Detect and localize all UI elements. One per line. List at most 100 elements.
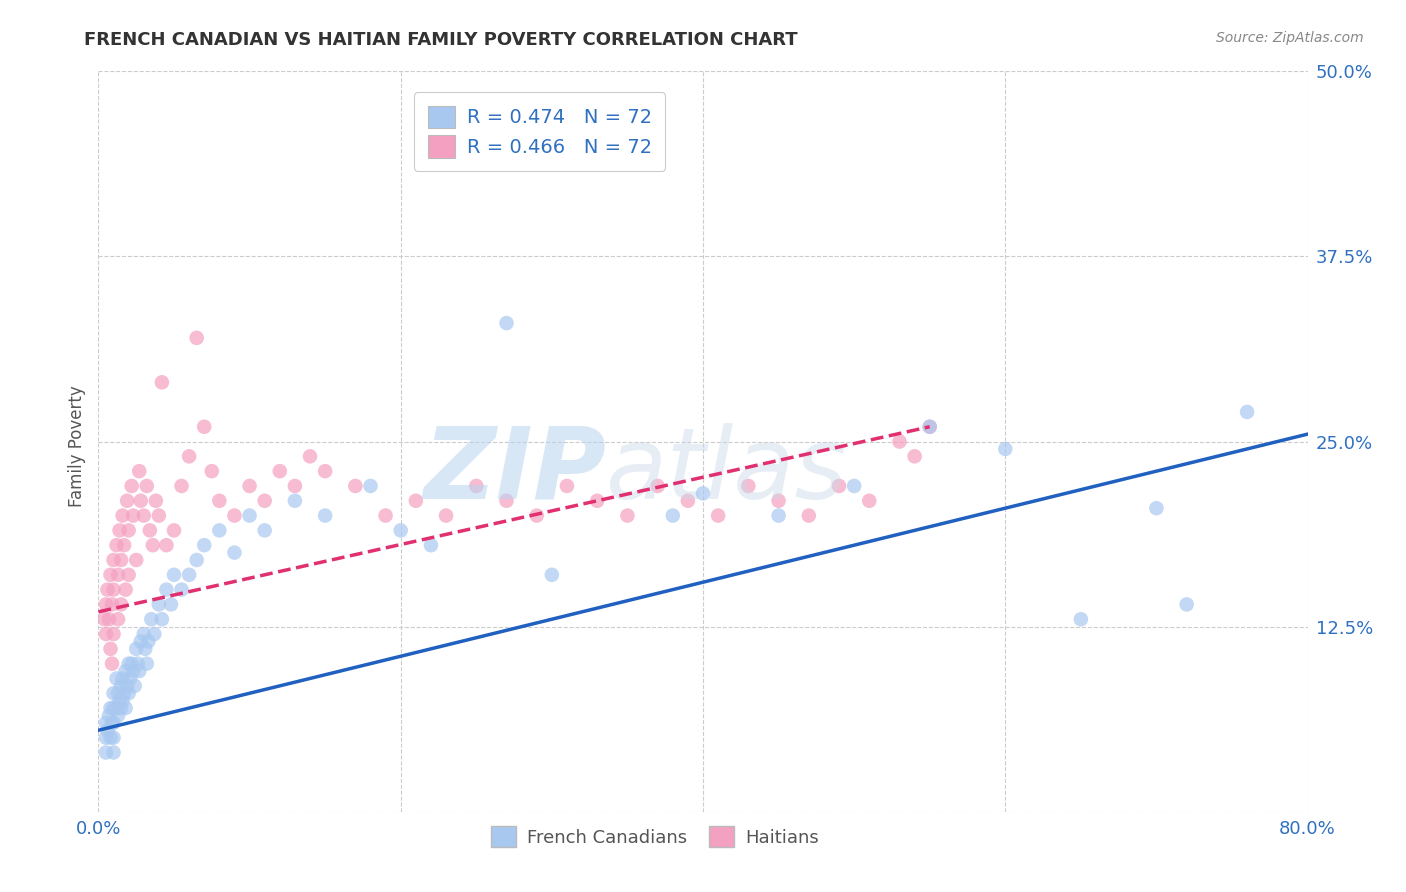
Point <box>132 627 155 641</box>
Point <box>118 686 141 700</box>
Point <box>360 479 382 493</box>
Text: FRENCH CANADIAN VS HAITIAN FAMILY POVERTY CORRELATION CHART: FRENCH CANADIAN VS HAITIAN FAMILY POVERT… <box>84 31 799 49</box>
Point <box>105 672 128 686</box>
Point <box>103 582 125 597</box>
Point <box>284 493 307 508</box>
Point <box>314 464 336 478</box>
Point <box>105 701 128 715</box>
Point <box>111 508 134 523</box>
Point <box>797 508 820 523</box>
Point <box>121 657 143 671</box>
Point <box>148 598 170 612</box>
Point <box>110 598 132 612</box>
Point <box>994 442 1017 456</box>
Point <box>737 479 759 493</box>
Point <box>100 641 122 656</box>
Point <box>128 464 150 478</box>
Point <box>828 479 851 493</box>
Point <box>101 598 124 612</box>
Point <box>1144 501 1167 516</box>
Point <box>118 524 141 538</box>
Point <box>239 479 262 493</box>
Point <box>201 464 224 478</box>
Point <box>1175 598 1198 612</box>
Point <box>616 508 638 523</box>
Point <box>389 524 412 538</box>
Point <box>114 701 136 715</box>
Point <box>125 553 148 567</box>
Point <box>108 524 131 538</box>
Point <box>1236 405 1258 419</box>
Point <box>676 493 699 508</box>
Point <box>692 486 714 500</box>
Point <box>129 634 152 648</box>
Point <box>420 538 443 552</box>
Point <box>114 582 136 597</box>
Point <box>107 686 129 700</box>
Point <box>405 493 427 508</box>
Point <box>112 538 135 552</box>
Point <box>139 524 162 538</box>
Point <box>107 708 129 723</box>
Point <box>115 493 138 508</box>
Point <box>115 679 138 693</box>
Point <box>132 508 155 523</box>
Point <box>135 657 157 671</box>
Point <box>143 627 166 641</box>
Point <box>96 723 118 738</box>
Point <box>101 657 124 671</box>
Point <box>114 664 136 678</box>
Point <box>768 508 790 523</box>
Point <box>129 493 152 508</box>
Point <box>108 694 131 708</box>
Point <box>707 508 730 523</box>
Text: Source: ZipAtlas.com: Source: ZipAtlas.com <box>1216 31 1364 45</box>
Text: atlas: atlas <box>606 423 848 520</box>
Point <box>170 479 193 493</box>
Legend: French Canadians, Haitians: French Canadians, Haitians <box>484 819 825 855</box>
Point <box>269 464 291 478</box>
Point <box>100 731 122 745</box>
Point <box>127 657 149 671</box>
Point <box>112 686 135 700</box>
Point <box>555 479 578 493</box>
Point <box>94 627 117 641</box>
Point <box>224 508 246 523</box>
Point <box>125 641 148 656</box>
Point <box>208 493 231 508</box>
Point <box>122 508 145 523</box>
Point <box>889 434 911 449</box>
Point <box>105 538 128 552</box>
Point <box>103 746 125 760</box>
Point <box>94 598 117 612</box>
Point <box>94 746 117 760</box>
Point <box>101 715 124 730</box>
Point <box>495 493 517 508</box>
Point <box>193 419 215 434</box>
Point <box>107 567 129 582</box>
Point <box>179 450 201 464</box>
Point <box>103 553 125 567</box>
Point <box>224 546 246 560</box>
Point <box>118 567 141 582</box>
Point <box>107 612 129 626</box>
Point <box>768 493 790 508</box>
Point <box>100 701 122 715</box>
Point <box>111 672 134 686</box>
Point <box>148 508 170 523</box>
Point <box>141 612 163 626</box>
Point <box>93 612 115 626</box>
Point <box>179 567 201 582</box>
Point <box>284 479 307 493</box>
Point <box>253 493 276 508</box>
Point <box>121 479 143 493</box>
Point <box>586 493 609 508</box>
Point <box>150 376 173 390</box>
Point <box>128 664 150 678</box>
Point <box>134 641 156 656</box>
Point <box>150 612 173 626</box>
Point <box>110 701 132 715</box>
Point <box>145 493 167 508</box>
Point <box>253 524 276 538</box>
Point <box>465 479 488 493</box>
